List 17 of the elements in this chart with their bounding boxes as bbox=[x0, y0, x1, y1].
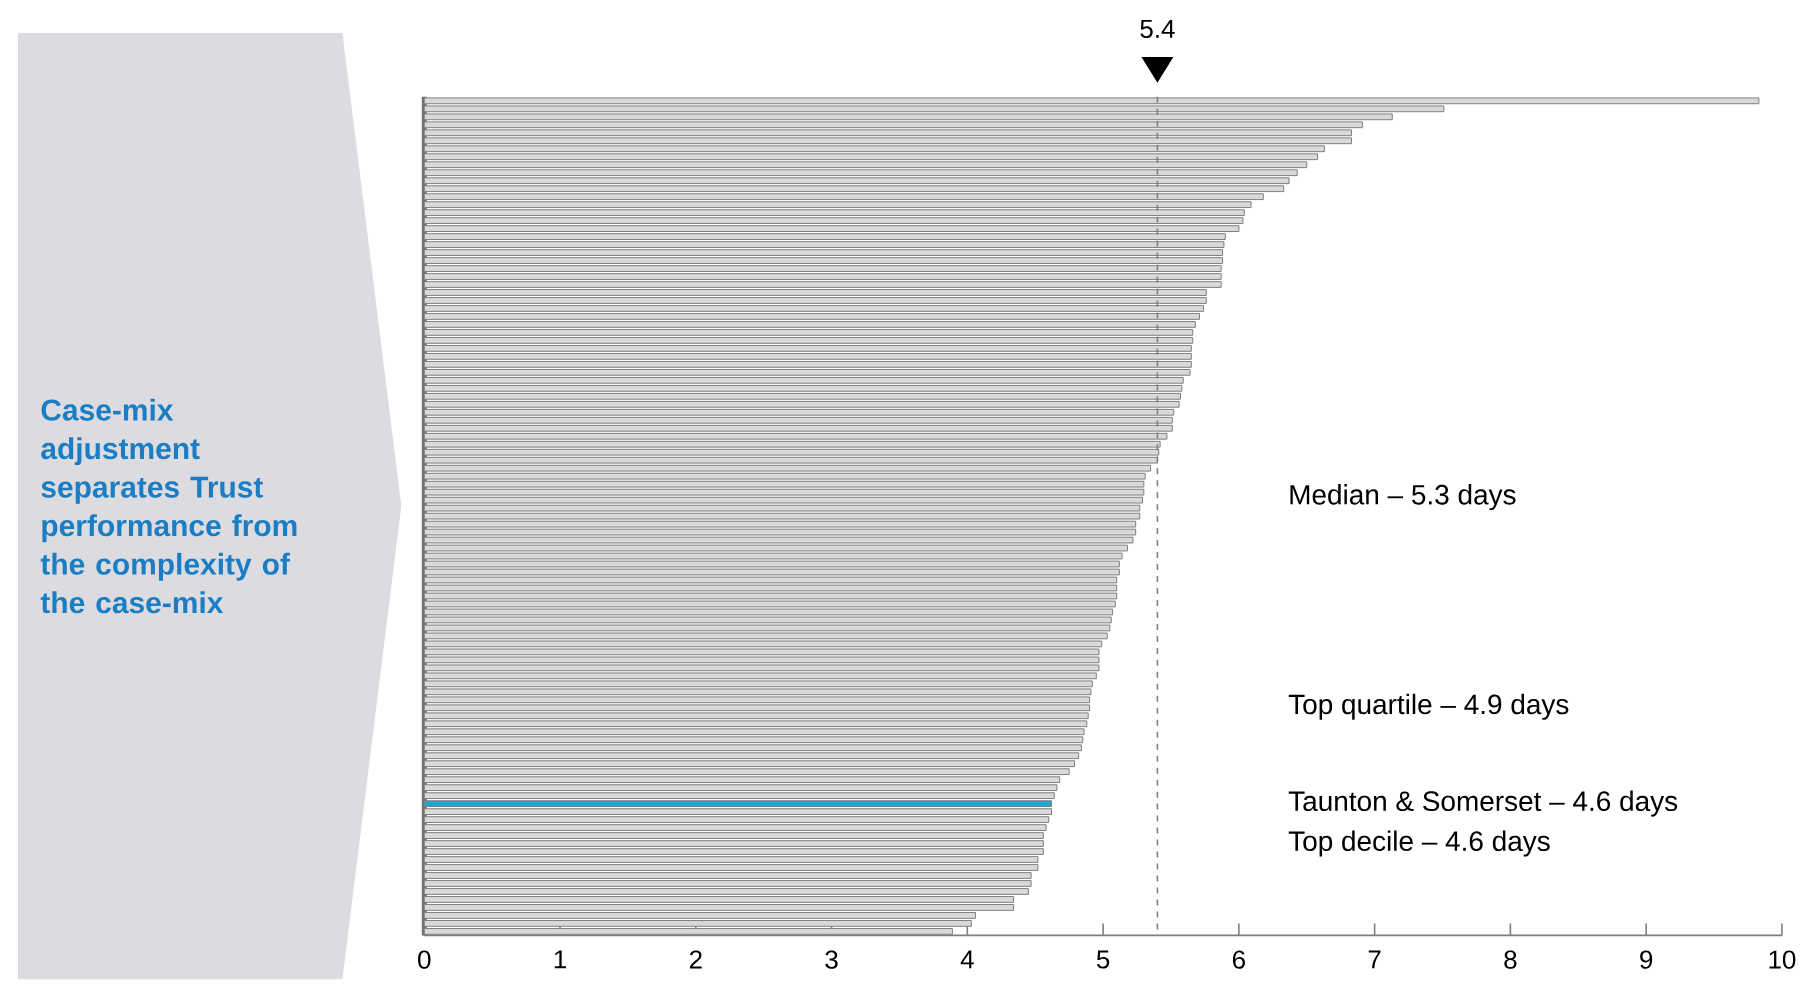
ref-line-label: 5.4 bbox=[1140, 19, 1175, 38]
annotation: Top quartile – 4.9 days bbox=[1288, 693, 1569, 720]
text: Case-mix adjustment separates Trust performance from the complexity of the case-mix bbox=[40, 398, 297, 614]
x-tick-label: 10 bbox=[1769, 950, 1796, 969]
x-tick-label: 6 bbox=[1232, 950, 1245, 969]
annotation: Taunton & Somerset – 4.6 days bbox=[1288, 790, 1678, 817]
annotation: Median – 5.3 days bbox=[1290, 483, 1516, 511]
x-tick-label: 3 bbox=[825, 950, 838, 969]
x-tick-label: 7 bbox=[1368, 950, 1381, 969]
x-tick-label: 1 bbox=[554, 950, 566, 969]
x-tick-label: 5 bbox=[1096, 950, 1110, 969]
x-tick-label: 9 bbox=[1640, 950, 1653, 969]
x-tick-label: 0 bbox=[418, 950, 431, 969]
x-tick-label: 4 bbox=[960, 950, 974, 969]
x-tick-label: 8 bbox=[1504, 950, 1517, 969]
annotation: Top decile – 4.6 days bbox=[1288, 830, 1550, 857]
x-tick-label: 2 bbox=[689, 950, 702, 969]
